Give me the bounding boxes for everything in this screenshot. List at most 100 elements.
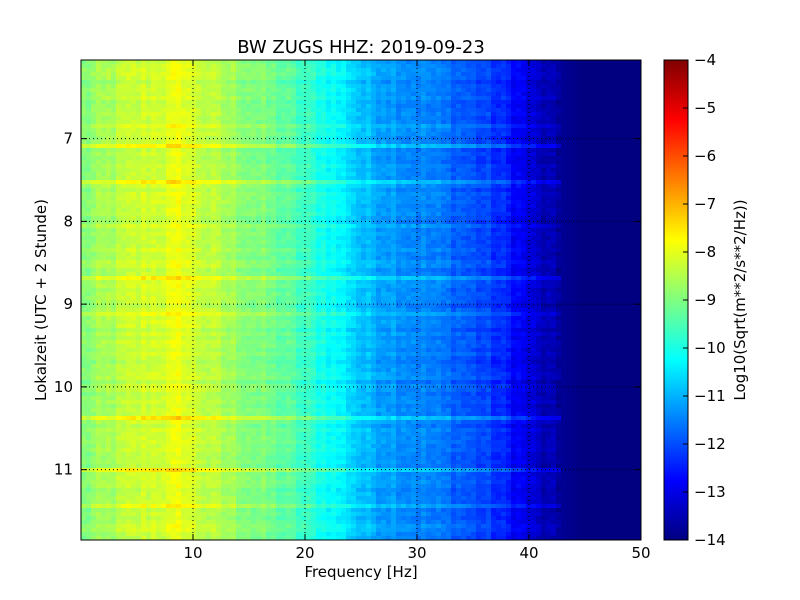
heatmap-cell xyxy=(391,64,397,69)
chart-title: BW ZUGS HHZ: 2019-09-23 xyxy=(237,37,485,58)
heatmap-cell xyxy=(201,148,207,153)
heatmap-cell xyxy=(346,172,352,177)
heatmap-cell xyxy=(381,172,387,177)
heatmap-cell xyxy=(541,184,547,189)
heatmap-cell xyxy=(406,160,412,165)
heatmap-cell xyxy=(601,152,607,157)
heatmap-cell xyxy=(296,228,302,233)
heatmap-cell xyxy=(511,144,517,149)
heatmap-cell xyxy=(496,68,502,73)
heatmap-cell xyxy=(446,232,452,237)
heatmap-cell xyxy=(101,192,107,197)
heatmap-cell xyxy=(171,180,177,185)
heatmap-cell xyxy=(176,168,182,173)
heatmap-cell xyxy=(526,120,532,125)
heatmap-cell xyxy=(131,96,137,101)
heatmap-cell xyxy=(206,84,212,89)
heatmap-cell xyxy=(296,136,302,141)
heatmap-cell xyxy=(226,176,232,181)
heatmap-cell xyxy=(246,176,252,181)
heatmap-cell xyxy=(381,76,387,81)
heatmap-cell xyxy=(566,172,572,177)
heatmap-cell xyxy=(306,172,312,177)
heatmap-cell xyxy=(581,232,587,237)
heatmap-cell xyxy=(216,180,222,185)
heatmap-cell xyxy=(111,124,117,129)
heatmap-cell xyxy=(436,96,442,101)
heatmap-cell xyxy=(456,104,462,109)
heatmap-cell xyxy=(356,176,362,181)
heatmap-cell xyxy=(571,100,577,105)
heatmap-cell xyxy=(251,144,257,149)
heatmap-cell xyxy=(131,100,137,105)
heatmap-cell xyxy=(566,152,572,157)
heatmap-cell xyxy=(136,208,142,213)
heatmap-cell xyxy=(306,168,312,173)
heatmap-cell xyxy=(106,80,112,85)
heatmap-cell xyxy=(546,112,552,117)
heatmap-cell xyxy=(211,172,217,177)
heatmap-cell xyxy=(456,60,462,65)
heatmap-cell xyxy=(191,220,197,225)
heatmap-cell xyxy=(606,212,612,217)
heatmap-cell xyxy=(216,204,222,209)
heatmap-cell xyxy=(246,204,252,209)
heatmap-cell xyxy=(111,232,117,237)
heatmap-cell xyxy=(591,120,597,125)
heatmap-cell xyxy=(381,212,387,217)
heatmap-cell xyxy=(611,112,617,117)
heatmap-cell xyxy=(286,172,292,177)
heatmap-cell xyxy=(86,76,92,81)
heatmap-cell xyxy=(481,80,487,85)
heatmap-cell xyxy=(366,108,372,113)
heatmap-cell xyxy=(251,204,257,209)
heatmap-cell xyxy=(151,232,157,237)
heatmap-cell xyxy=(481,220,487,225)
heatmap-cell xyxy=(471,188,477,193)
heatmap-cell xyxy=(441,160,447,165)
heatmap-cell xyxy=(476,88,482,93)
heatmap-cell xyxy=(461,96,467,101)
heatmap-cell xyxy=(371,196,377,201)
heatmap-cell xyxy=(171,88,177,93)
heatmap-cell xyxy=(621,224,627,229)
heatmap-cell xyxy=(351,60,357,65)
heatmap-cell xyxy=(591,204,597,209)
heatmap-cell xyxy=(306,212,312,217)
heatmap-cell xyxy=(436,60,442,65)
heatmap-cell xyxy=(411,192,417,197)
heatmap-cell xyxy=(151,140,157,145)
heatmap-cell xyxy=(226,148,232,153)
heatmap-cell xyxy=(376,180,382,185)
heatmap-cell xyxy=(506,216,512,221)
heatmap-cell xyxy=(586,160,592,165)
heatmap-cell xyxy=(476,188,482,193)
heatmap-cell xyxy=(271,204,277,209)
heatmap-cell xyxy=(341,160,347,165)
heatmap-cell xyxy=(351,220,357,225)
heatmap-cell xyxy=(386,92,392,97)
heatmap-cell xyxy=(296,180,302,185)
heatmap-cell xyxy=(276,108,282,113)
heatmap-cell xyxy=(191,224,197,229)
heatmap-cell xyxy=(551,80,557,85)
heatmap-cell xyxy=(101,148,107,153)
heatmap-cell xyxy=(126,140,132,145)
heatmap-cell xyxy=(291,140,297,145)
heatmap-cell xyxy=(206,140,212,145)
heatmap-cell xyxy=(356,232,362,237)
heatmap-cell xyxy=(276,152,282,157)
heatmap-cell xyxy=(606,140,612,145)
heatmap-cell xyxy=(266,116,272,121)
heatmap-cell xyxy=(311,124,317,129)
heatmap-cell xyxy=(366,180,372,185)
heatmap-cell xyxy=(241,200,247,205)
heatmap-cell xyxy=(196,176,202,181)
heatmap-cell xyxy=(491,144,497,149)
heatmap-cell xyxy=(86,100,92,105)
heatmap-cell xyxy=(481,212,487,217)
heatmap-cell xyxy=(571,120,577,125)
heatmap-cell xyxy=(476,204,482,209)
heatmap-cell xyxy=(356,216,362,221)
heatmap-cell xyxy=(366,200,372,205)
